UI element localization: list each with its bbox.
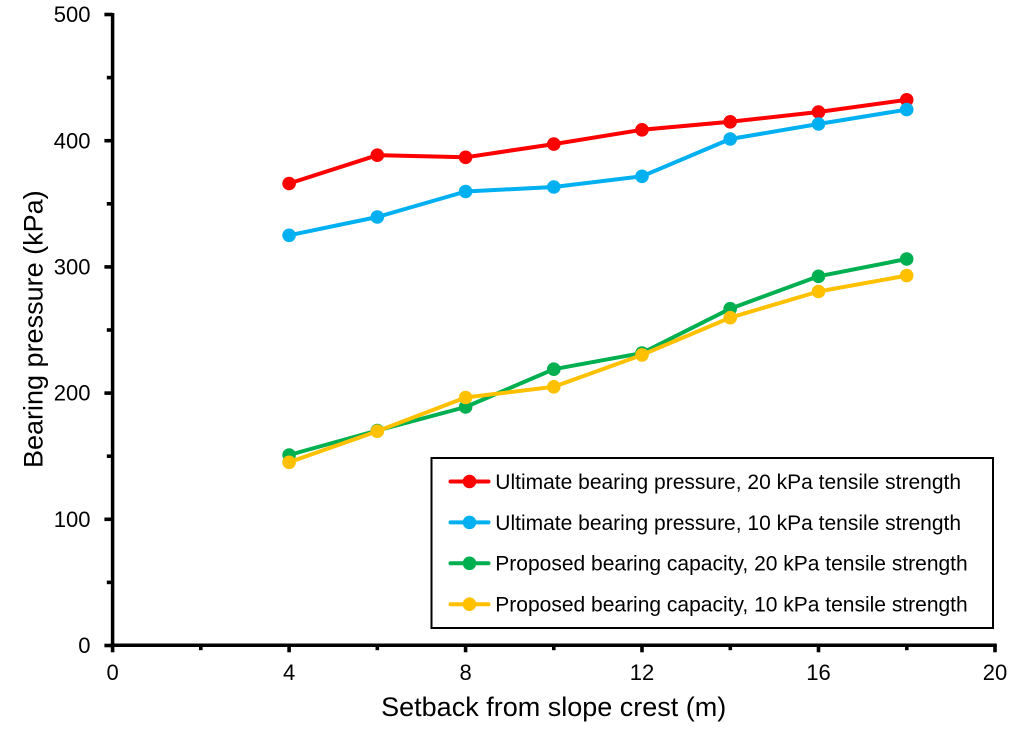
svg-text:4: 4	[283, 660, 295, 685]
svg-text:12: 12	[630, 660, 654, 685]
svg-text:400: 400	[54, 128, 91, 153]
svg-text:200: 200	[54, 381, 91, 406]
svg-text:Ultimate bearing pressure, 20: Ultimate bearing pressure, 20 kPa tensil…	[495, 471, 961, 494]
svg-text:Ultimate bearing pressure, 10: Ultimate bearing pressure, 10 kPa tensil…	[495, 512, 961, 535]
svg-text:Bearing pressure (kPa): Bearing pressure (kPa)	[19, 190, 49, 468]
svg-text:16: 16	[806, 660, 830, 685]
svg-text:100: 100	[54, 507, 91, 532]
svg-text:Proposed bearing capacity, 10: Proposed bearing capacity, 10 kPa tensil…	[495, 594, 967, 617]
svg-text:300: 300	[54, 255, 91, 280]
svg-text:20: 20	[983, 660, 1007, 685]
svg-text:Proposed bearing capacity, 20: Proposed bearing capacity, 20 kPa tensil…	[495, 553, 967, 576]
svg-text:8: 8	[459, 660, 471, 685]
svg-text:0: 0	[106, 660, 118, 685]
svg-text:0: 0	[78, 633, 90, 658]
svg-text:500: 500	[54, 2, 91, 27]
svg-text:Setback from slope crest (m): Setback from slope crest (m)	[381, 692, 726, 722]
